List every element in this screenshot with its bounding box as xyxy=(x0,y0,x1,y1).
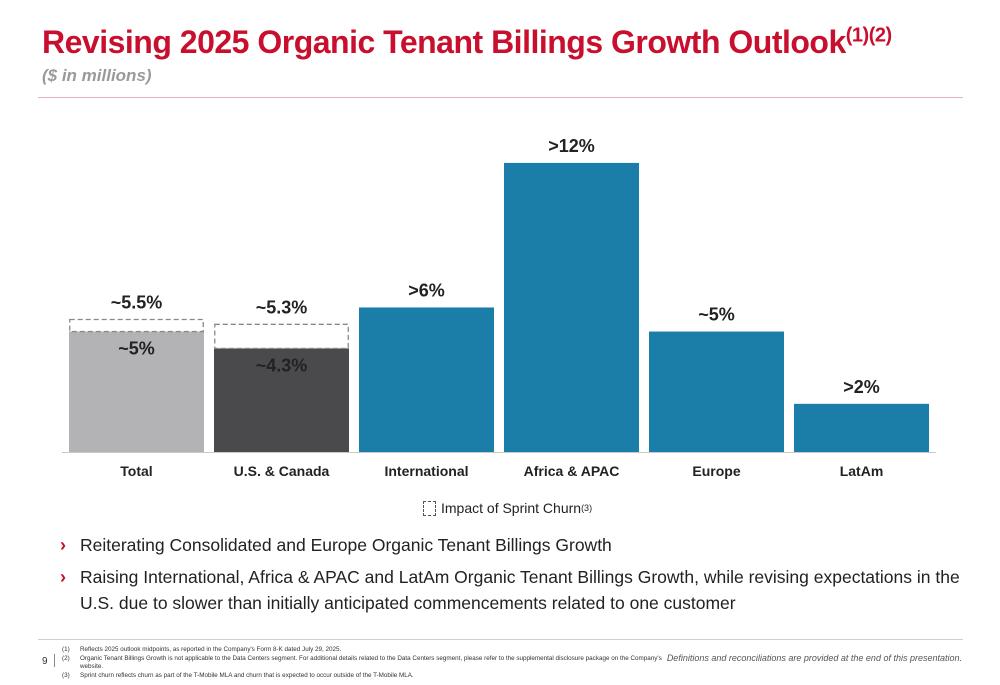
sprint-churn-label: ~5.5% xyxy=(111,293,163,313)
category-label: U.S. & Canada xyxy=(234,463,330,479)
sprint-churn-box xyxy=(69,318,204,333)
footnote: (1) Reflects 2025 outlook midpoints, as r… xyxy=(62,646,682,655)
footnote-number: (2) xyxy=(62,654,70,662)
definitions-note: Definitions and reconciliations are prov… xyxy=(666,653,962,663)
bullet-list: › Reiterating Consolidated and Europe Or… xyxy=(60,532,960,622)
bar xyxy=(649,331,784,452)
bar xyxy=(359,307,494,452)
header-divider xyxy=(38,97,963,98)
bullet-text: Reiterating Consolidated and Europe Orga… xyxy=(80,535,612,555)
data-label: ~4.3% xyxy=(256,355,308,375)
bar xyxy=(69,331,204,452)
page-subtitle: ($ in millions) xyxy=(42,66,152,85)
data-label: >12% xyxy=(548,136,595,156)
bar-chart: ~5.5% ~5% Total ~5.3% ~4.3% U.S. & Canada >6% I… xyxy=(62,136,936,479)
chart-legend: Impact of Sprint Churn (3) xyxy=(423,500,592,516)
footnote: (2) Organic Tenant Billings Growth is not… xyxy=(62,655,682,672)
chevron-right-icon: › xyxy=(60,567,66,587)
category-label: Total xyxy=(120,463,152,479)
footnote-number: (1) xyxy=(62,646,70,653)
footnote: (3) Sprint churn reflects churn as part o… xyxy=(62,672,682,681)
title-footnote-ref: (1)(2) xyxy=(845,24,892,47)
footer-divider xyxy=(38,639,963,640)
sprint-churn-box xyxy=(214,323,349,350)
bullet-item: › Raising International, Africa & APAC a… xyxy=(60,564,960,616)
bullet-item: › Reiterating Consolidated and Europe Or… xyxy=(60,532,960,558)
legend-footnote-ref: (3) xyxy=(581,503,593,513)
bar xyxy=(504,162,639,452)
footnote-text: Sprint churn reflects churn as part of t… xyxy=(80,671,414,679)
page-number: 9 xyxy=(42,656,48,667)
bullet-text: Raising International, Africa & APAC and… xyxy=(80,567,960,613)
bar xyxy=(794,403,929,452)
footnote-number: (3) xyxy=(62,671,70,679)
sprint-churn-label: ~5.3% xyxy=(256,297,308,317)
category-label: Europe xyxy=(692,463,740,479)
bar xyxy=(214,348,349,452)
legend-label: Impact of Sprint Churn xyxy=(441,500,582,516)
data-label: >2% xyxy=(843,377,880,397)
data-label: ~5% xyxy=(118,339,155,359)
footnote-text: Organic Tenant Billings Growth is not ap… xyxy=(80,654,662,671)
page-title-text: Revising 2025 Organic Tenant Billings Gr… xyxy=(42,24,846,60)
data-label: ~5% xyxy=(698,305,735,325)
page-number-separator xyxy=(54,654,55,667)
footnote-text: Reflects 2025 outlook midpoints, as repo… xyxy=(80,646,342,653)
category-label: International xyxy=(384,463,468,479)
category-label: Africa & APAC xyxy=(524,463,620,479)
footnotes: (1) Reflects 2025 outlook midpoints, as r… xyxy=(62,646,682,680)
category-label: LatAm xyxy=(840,463,884,479)
data-label: >6% xyxy=(408,280,445,300)
dashed-box-icon xyxy=(423,500,436,516)
chevron-right-icon: › xyxy=(60,535,66,555)
page-title: Revising 2025 Organic Tenant Billings Gr… xyxy=(42,24,892,61)
